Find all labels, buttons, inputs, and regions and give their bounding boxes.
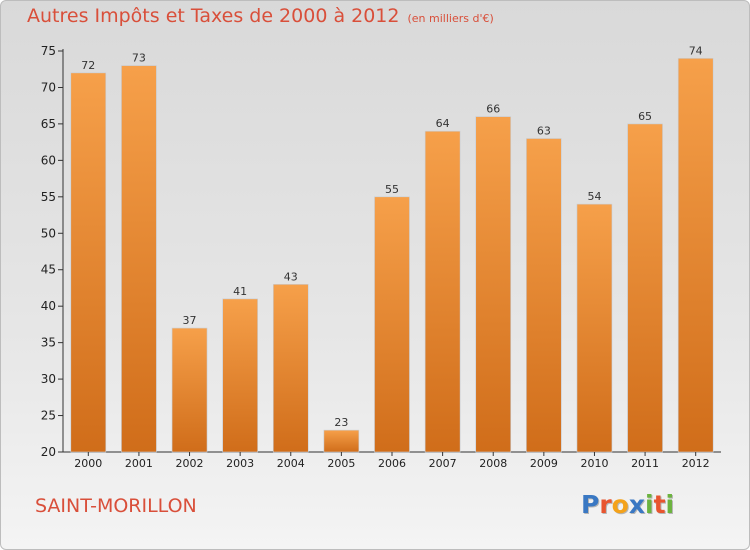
y-tick-label: 75 xyxy=(41,44,56,58)
bar-value-label: 23 xyxy=(334,416,348,429)
x-tick-label: 2002 xyxy=(176,457,204,470)
logo-letter: i xyxy=(665,490,675,519)
x-tick-label: 2009 xyxy=(530,457,558,470)
x-tick-label: 2000 xyxy=(74,457,102,470)
bar-value-label: 43 xyxy=(284,270,298,283)
logo-letter: P xyxy=(581,490,600,519)
y-tick-label: 25 xyxy=(41,409,56,423)
bar-value-label: 41 xyxy=(233,285,247,298)
bar-value-label: 63 xyxy=(537,124,551,137)
x-tick-label: 2012 xyxy=(682,457,710,470)
chart-subtitle: (en milliers d'€) xyxy=(407,12,494,25)
y-tick-label: 60 xyxy=(41,153,56,167)
y-tick-label: 50 xyxy=(41,226,56,240)
bar xyxy=(323,429,360,453)
bar-value-label: 66 xyxy=(486,103,500,116)
bar xyxy=(374,196,410,453)
bar xyxy=(171,327,208,453)
bar xyxy=(475,116,512,453)
x-tick-label: 2010 xyxy=(580,457,608,470)
bar xyxy=(576,203,613,453)
bar-value-label: 64 xyxy=(436,117,450,130)
x-tick-label: 2003 xyxy=(226,457,254,470)
bar-value-label: 72 xyxy=(81,59,95,72)
x-tick-label: 2001 xyxy=(125,457,153,470)
logo-letter: t xyxy=(653,490,666,519)
y-tick-label: 30 xyxy=(41,372,56,386)
bar xyxy=(222,298,258,453)
bar-value-label: 37 xyxy=(183,314,197,327)
x-tick-label: 2008 xyxy=(479,457,507,470)
x-tick-label: 2011 xyxy=(631,457,659,470)
logo-letter: r xyxy=(599,490,612,519)
bar xyxy=(627,123,663,453)
x-tick-label: 2004 xyxy=(277,457,305,470)
bar xyxy=(70,72,107,453)
bar-value-label: 65 xyxy=(638,110,652,123)
y-tick-label: 20 xyxy=(41,445,56,459)
x-tick-label: 2006 xyxy=(378,457,406,470)
y-tick-label: 55 xyxy=(41,190,56,204)
y-tick-label: 65 xyxy=(41,117,56,131)
chart-title-text: Autres Impôts et Taxes de 2000 à 2012 xyxy=(27,5,400,27)
bar xyxy=(677,57,714,453)
bar xyxy=(526,138,562,453)
bar xyxy=(272,284,309,453)
bar-value-label: 74 xyxy=(689,44,703,57)
logo-letter: i xyxy=(645,490,654,519)
bar xyxy=(424,130,461,453)
logo-letter: o xyxy=(611,490,629,519)
x-tick-label: 2005 xyxy=(327,457,355,470)
y-tick-label: 70 xyxy=(41,80,56,94)
logo-letter: x xyxy=(628,490,645,519)
bar-value-label: 54 xyxy=(587,190,601,203)
bar xyxy=(121,65,157,453)
y-tick-label: 40 xyxy=(41,299,56,313)
bar-value-label: 55 xyxy=(385,183,399,196)
y-tick-label: 35 xyxy=(41,336,56,350)
chart-title: Autres Impôts et Taxes de 2000 à 2012 (en… xyxy=(27,5,494,27)
x-tick-label: 2007 xyxy=(429,457,457,470)
y-tick-label: 45 xyxy=(41,263,56,277)
bar-value-label: 73 xyxy=(132,52,146,65)
commune-name: SAINT-MORILLON xyxy=(35,495,197,517)
proxiti-logo: Proxiti xyxy=(581,490,674,519)
